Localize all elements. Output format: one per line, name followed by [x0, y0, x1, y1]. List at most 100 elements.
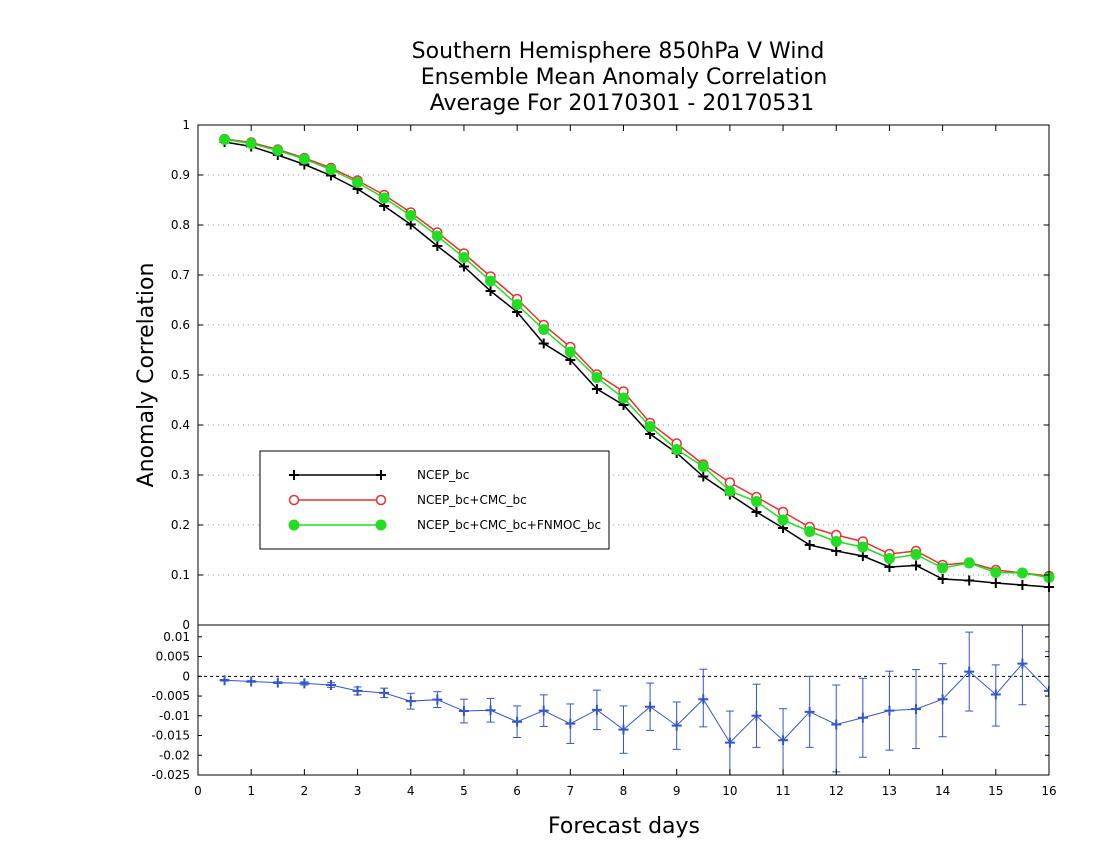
chart-title-line-3: Average For 20170301 - 20170531: [430, 91, 815, 116]
series-2-point-28: [963, 557, 975, 569]
y-tick-label-3: 0.3: [171, 468, 190, 482]
difference-point-21: [778, 735, 789, 746]
diff-y-tick-label-5: -0.015: [151, 729, 190, 743]
legend-label-1: NCEP_bc+CMC_bc: [417, 493, 527, 507]
y-tick-label-9: 0.9: [171, 168, 190, 182]
series-0-point-12: [538, 338, 549, 349]
difference-point-14: [591, 704, 602, 715]
main-series: [219, 133, 1055, 592]
series-2-point-17: [671, 444, 683, 455]
main-y-ticks: 0 0.1 0.2 0.3 0.4 0.5 0.6 0.7 0.8 0.9 1: [171, 118, 1049, 632]
series-0-point-22: [804, 540, 815, 550]
series-2-point-24: [857, 541, 869, 553]
x-tick-label-13: 13: [882, 784, 897, 798]
series-2-point-19: [724, 485, 736, 497]
difference-point-9: [458, 706, 469, 717]
x-tick-label-7: 7: [566, 784, 574, 798]
legend-marker-end-2: [375, 519, 387, 531]
difference-point-15: [618, 724, 629, 735]
y-tick-label-1: 0.1: [171, 568, 190, 582]
difference-point-12: [538, 705, 549, 716]
series-2-point-7: [405, 210, 417, 221]
series-2-point-5: [352, 177, 364, 188]
legend-marker-end-0: [376, 470, 386, 480]
series-0-point-7: [405, 219, 416, 230]
series-0-point-30: [1017, 580, 1028, 590]
series-2-point-2: [272, 145, 284, 156]
difference-point-11: [512, 716, 523, 727]
x-tick-label-12: 12: [829, 784, 844, 798]
y-tick-label-8: 0.8: [171, 218, 190, 232]
difference-point-20: [751, 710, 762, 721]
series-2-point-0: [219, 134, 231, 145]
series-2-point-21: [777, 514, 789, 526]
diff-y-tick-label-4: -0.01: [159, 709, 190, 723]
x-tick-label-0: 0: [194, 784, 202, 798]
series-2-point-13: [564, 346, 576, 358]
difference-panel: 0.01 0.005 0 -0.005 -0.01 -0.015 -0.02 -0.025: [151, 624, 1049, 782]
x-tick-label-9: 9: [673, 784, 681, 798]
difference-point-25: [884, 705, 895, 716]
difference-point-31: [1044, 685, 1049, 696]
series-0-point-24: [857, 551, 868, 561]
legend-marker-end-1: [375, 494, 387, 506]
series-2-point-3: [298, 153, 310, 165]
legend-marker-start-2: [288, 519, 300, 531]
series-0-point-14: [591, 384, 602, 394]
series-0-point-9: [458, 261, 469, 272]
x-tick-label-3: 3: [354, 784, 362, 798]
series-2-point-1: [245, 138, 257, 149]
difference-point-7: [405, 696, 416, 707]
difference-point-8: [432, 694, 443, 705]
difference-point-27: [937, 694, 948, 705]
legend-marker-start-1: [288, 494, 300, 506]
difference-point-30: [1017, 658, 1028, 669]
difference-point-2: [272, 677, 283, 688]
series-2-point-29: [990, 567, 1002, 578]
difference-point-18: [698, 694, 709, 705]
x-tick-label-8: 8: [620, 784, 628, 798]
series-2-point-15: [618, 392, 629, 404]
x-tick-label-16: 16: [1041, 784, 1056, 798]
y-tick-label-6: 0.6: [171, 318, 190, 332]
series-0-point-20: [751, 507, 762, 517]
main-grid: [198, 174, 1049, 576]
series-2-point-20: [750, 496, 762, 507]
y-axis-label: Anomaly Correlation: [134, 263, 159, 488]
series-2-point-30: [1016, 567, 1028, 579]
series-2-point-8: [431, 230, 443, 242]
series-2-point-10: [485, 275, 497, 287]
x-tick-label-2: 2: [301, 784, 309, 798]
difference-point-17: [671, 720, 682, 731]
difference-point-10: [485, 705, 496, 716]
series-0-point-27: [937, 574, 948, 584]
y-tick-label-7: 0.7: [171, 268, 190, 282]
series-0-point-23: [831, 546, 842, 556]
difference-point-13: [565, 718, 576, 729]
series-0-point-18: [698, 471, 709, 482]
series-2-point-25: [883, 553, 895, 564]
series-2-point-12: [538, 324, 550, 335]
legend: NCEP_bc NCEP_bc+CMC_bc NCEP_bc+CMC_bc+FNMO…: [259, 450, 610, 550]
difference-point-23: [831, 719, 842, 730]
series-2-point-11: [511, 299, 523, 310]
series-2-point-4: [325, 164, 337, 175]
x-tick-label-14: 14: [935, 784, 950, 798]
y-tick-label-2: 0.2: [171, 518, 190, 532]
diff-y-tick-label-0: 0.01: [163, 630, 190, 644]
diff-y-tick-label-6: -0.02: [159, 748, 190, 762]
series-2-point-23: [830, 536, 842, 547]
difference-point-1: [246, 676, 257, 687]
x-axis-label: Forecast days: [548, 814, 700, 839]
difference-point-19: [724, 737, 735, 748]
x-tick-label-11: 11: [775, 784, 790, 798]
difference-point-16: [645, 701, 656, 712]
y-tick-label-0: 0: [182, 618, 190, 632]
series-2-point-27: [937, 562, 949, 574]
legend-label-0: NCEP_bc: [417, 468, 469, 482]
difference-point-24: [857, 712, 868, 723]
difference-point-29: [990, 689, 1001, 700]
difference-line: [224, 662, 1049, 744]
diff-y-tick-label-3: -0.005: [151, 689, 190, 703]
